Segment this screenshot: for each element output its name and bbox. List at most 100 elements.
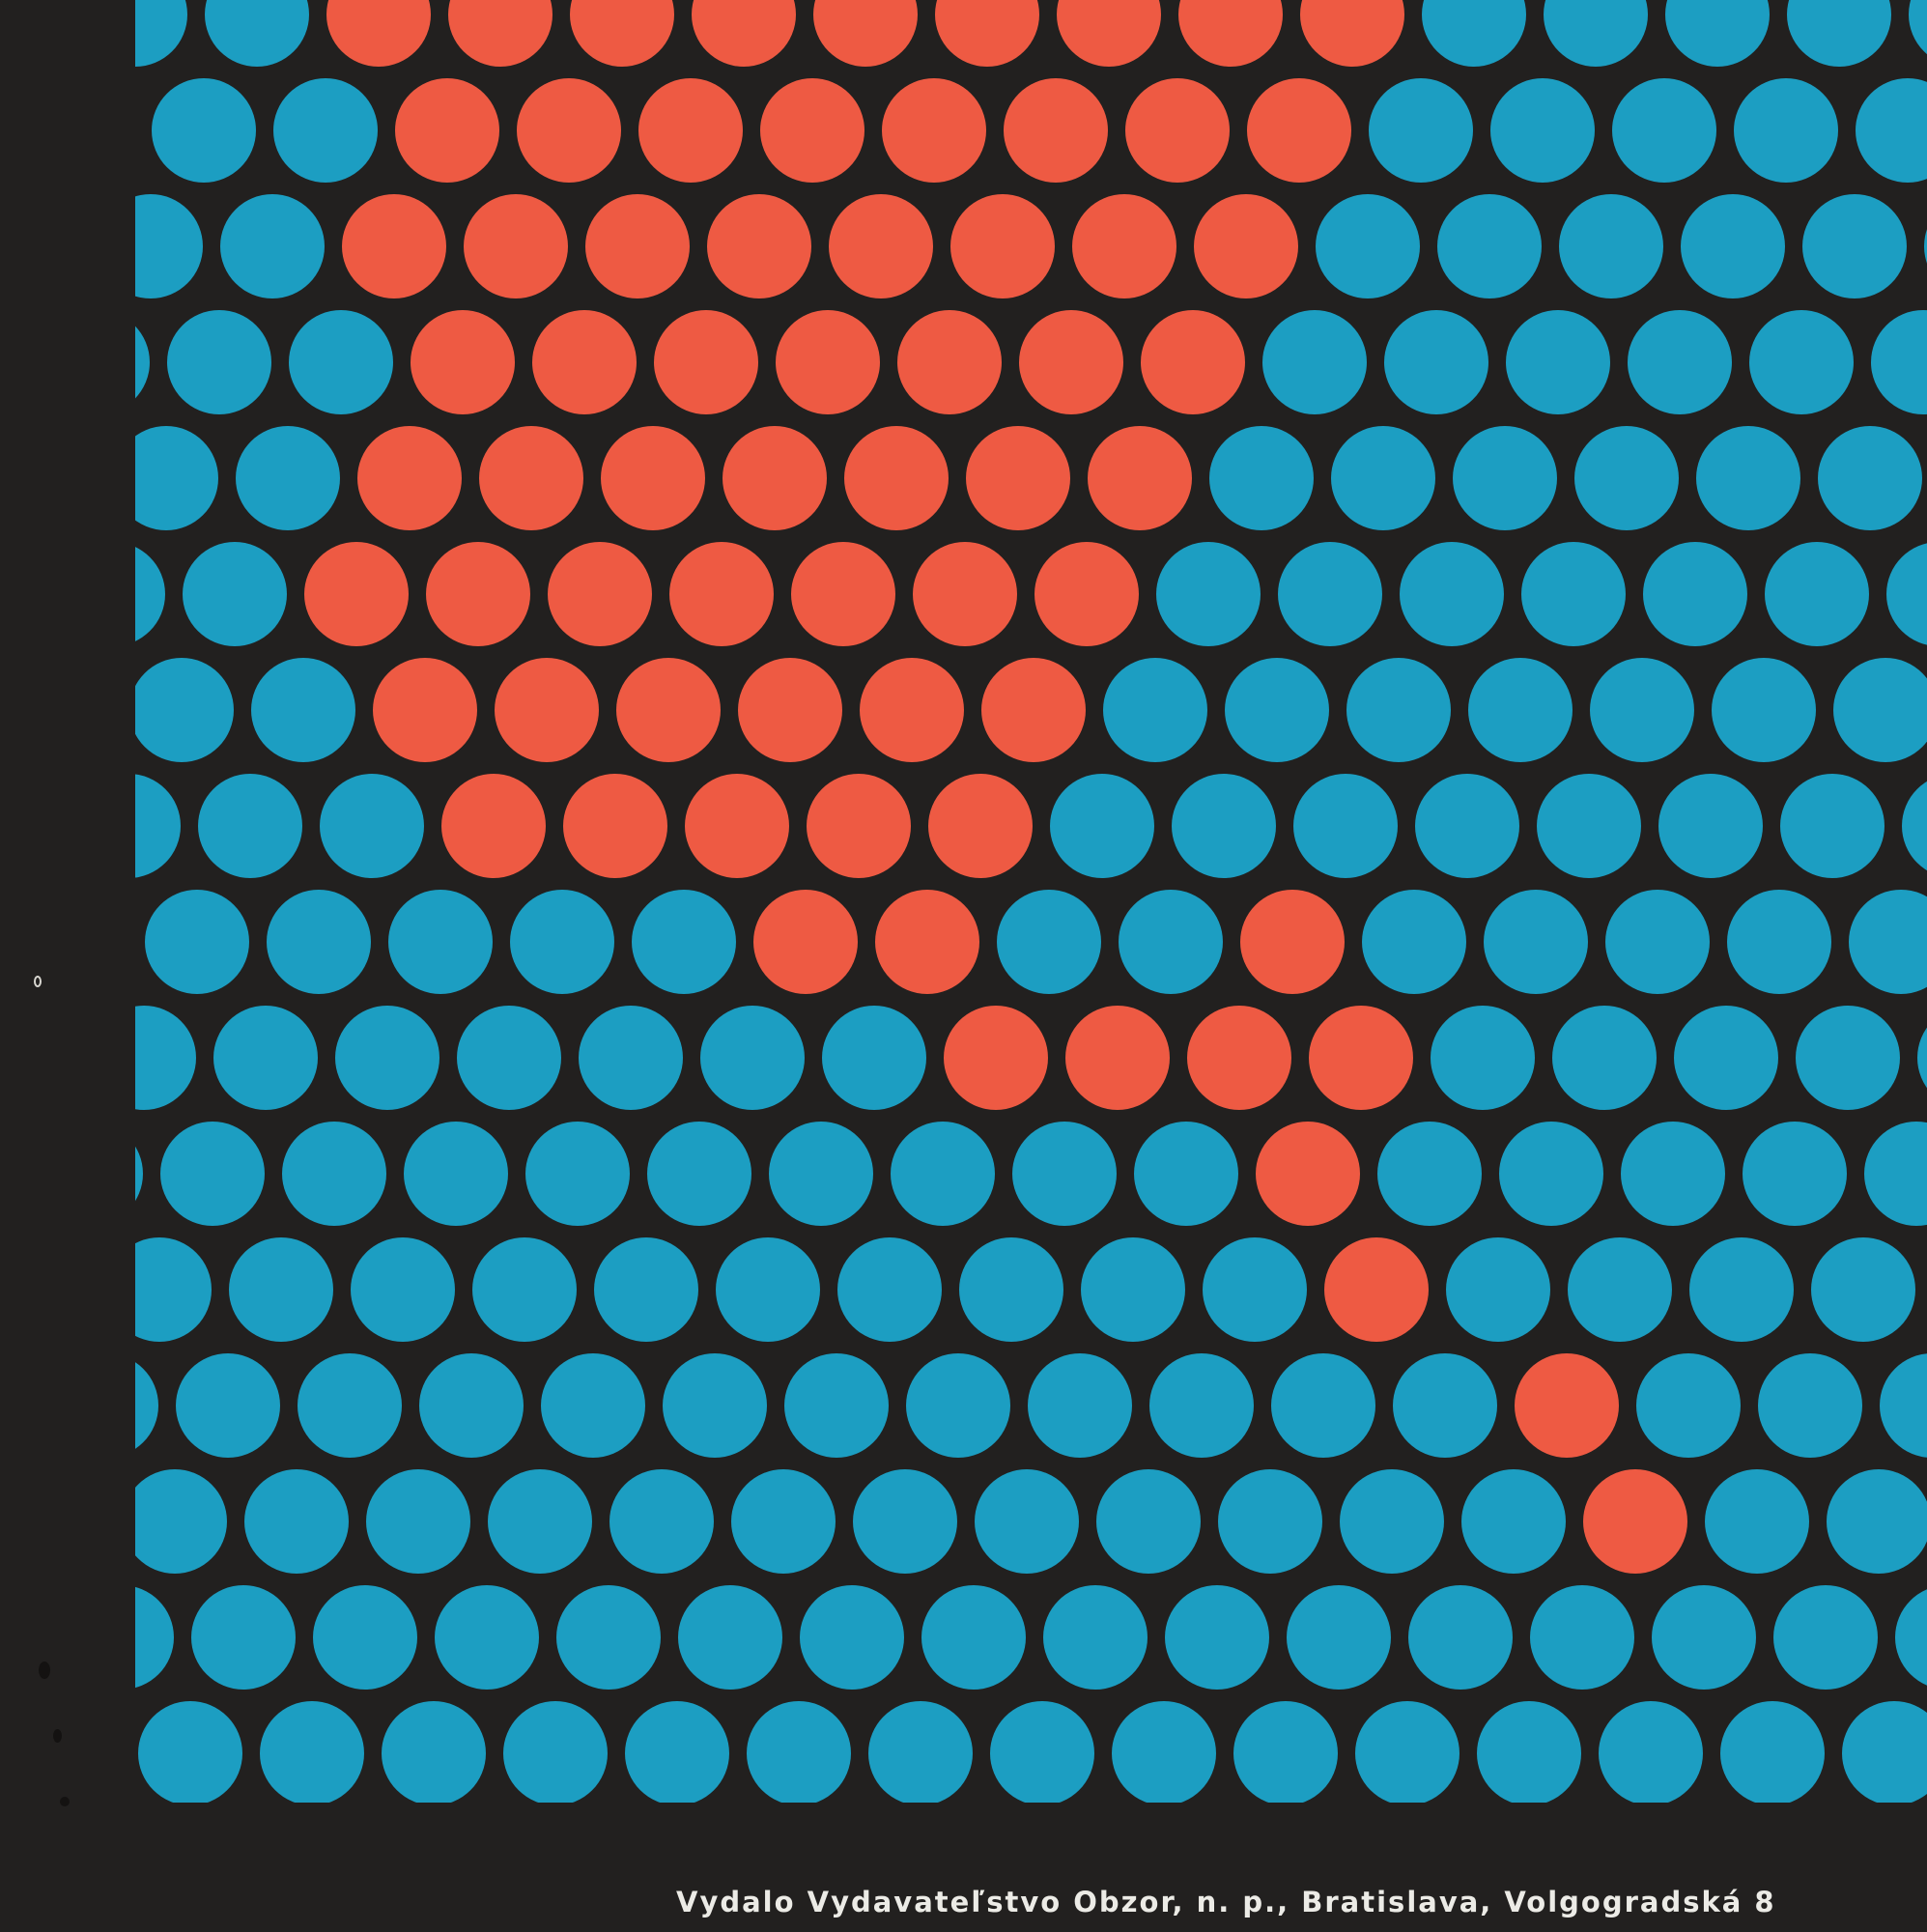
- blue-dot: [1028, 1353, 1132, 1458]
- blue-dot: [647, 1122, 751, 1226]
- blue-dot: [1895, 1589, 1927, 1686]
- blue-dot: [1362, 890, 1466, 994]
- blue-dot: [457, 1006, 561, 1110]
- blue-dot: [135, 0, 187, 67]
- blue-dot: [1818, 426, 1922, 530]
- blue-dot: [251, 658, 355, 762]
- blue-dot: [273, 78, 378, 183]
- red-dot: [1088, 426, 1192, 530]
- blue-dot: [579, 1006, 683, 1110]
- blue-dot: [1490, 78, 1595, 183]
- blue-dot: [1499, 1122, 1603, 1226]
- red-dot: [373, 658, 477, 762]
- red-dot: [1125, 78, 1230, 183]
- blue-dot: [1842, 1701, 1927, 1803]
- blue-dot: [135, 1586, 174, 1689]
- red-dot: [1019, 310, 1123, 414]
- blue-dot: [404, 1122, 508, 1226]
- blue-dot: [1293, 774, 1398, 878]
- red-dot: [464, 194, 568, 298]
- red-dot: [882, 78, 986, 183]
- red-dot: [1004, 78, 1108, 183]
- red-dot: [304, 542, 409, 646]
- blue-dot: [1924, 229, 1927, 264]
- blue-dot: [382, 1701, 486, 1803]
- blue-dot: [716, 1237, 820, 1342]
- red-dot: [448, 0, 553, 67]
- red-dot: [844, 426, 949, 530]
- blue-dot: [145, 890, 249, 994]
- smudge-mark: [39, 1662, 50, 1679]
- blue-dot: [488, 1469, 592, 1574]
- blue-dot: [837, 1237, 942, 1342]
- blue-dot: [1734, 78, 1838, 183]
- blue-dot: [1574, 426, 1679, 530]
- blue-dot: [135, 1362, 158, 1449]
- blue-dot: [1665, 0, 1770, 67]
- blue-dot: [1530, 1585, 1634, 1690]
- red-dot: [692, 0, 796, 67]
- blue-dot: [388, 890, 493, 994]
- blue-dot: [959, 1237, 1063, 1342]
- blue-dot: [1559, 194, 1663, 298]
- blue-dot: [1446, 1237, 1550, 1342]
- blue-dot: [30, 78, 134, 183]
- blue-dot: [1911, 1817, 1927, 1921]
- red-dot: [935, 0, 1039, 67]
- blue-dot: [1468, 658, 1573, 762]
- blue-dot: [1484, 890, 1588, 994]
- blue-dot: [1802, 194, 1907, 298]
- blue-dot: [784, 1353, 889, 1458]
- blue-dot: [990, 1701, 1094, 1803]
- red-dot: [326, 0, 431, 67]
- blue-dot: [747, 1701, 851, 1803]
- red-dot: [669, 542, 774, 646]
- blue-dot: [1408, 1585, 1513, 1690]
- blue-dot: [160, 1122, 265, 1226]
- blue-dot: [1377, 1122, 1482, 1226]
- blue-dot: [205, 0, 309, 67]
- blue-dot: [1681, 194, 1785, 298]
- blue-dot: [220, 194, 325, 298]
- blue-dot: [921, 1585, 1026, 1690]
- publisher-imprint: Vydalo Vydavateľstvo Obzor, n. p., Brati…: [676, 1886, 1776, 1918]
- blue-dot: [1278, 542, 1382, 646]
- blue-dot: [1652, 1585, 1756, 1690]
- red-dot: [616, 658, 721, 762]
- blue-dot: [135, 194, 203, 298]
- blue-dot: [1773, 1585, 1878, 1690]
- blue-dot: [1081, 1237, 1185, 1342]
- blue-dot: [1811, 1237, 1915, 1342]
- blue-dot: [1787, 0, 1891, 67]
- blue-dot: [1521, 542, 1626, 646]
- blue-dot: [1599, 1701, 1703, 1803]
- blue-dot: [260, 1701, 364, 1803]
- blue-dot: [135, 1006, 196, 1110]
- red-dot: [532, 310, 637, 414]
- blue-dot: [244, 1469, 349, 1574]
- blue-dot: [320, 774, 424, 878]
- blue-dot: [1134, 1122, 1238, 1226]
- blue-dot: [1262, 310, 1367, 414]
- red-dot: [928, 774, 1033, 878]
- blue-dot: [1393, 1353, 1497, 1458]
- red-dot: [1072, 194, 1176, 298]
- blue-dot: [1103, 658, 1207, 762]
- red-dot: [441, 774, 546, 878]
- red-dot: [753, 890, 858, 994]
- blue-dot: [1012, 1122, 1117, 1226]
- blue-dot: [289, 310, 393, 414]
- red-dot: [860, 658, 964, 762]
- red-dot: [966, 426, 1070, 530]
- red-dot: [1141, 310, 1245, 414]
- blue-dot: [1271, 1353, 1375, 1458]
- blue-dot: [282, 1122, 386, 1226]
- blue-dot: [1316, 194, 1420, 298]
- blue-dot: [997, 890, 1101, 994]
- blue-dot: [1674, 1006, 1778, 1110]
- blue-dot: [1827, 1469, 1927, 1574]
- blue-dot: [1864, 1122, 1927, 1226]
- blue-dot: [351, 1237, 455, 1342]
